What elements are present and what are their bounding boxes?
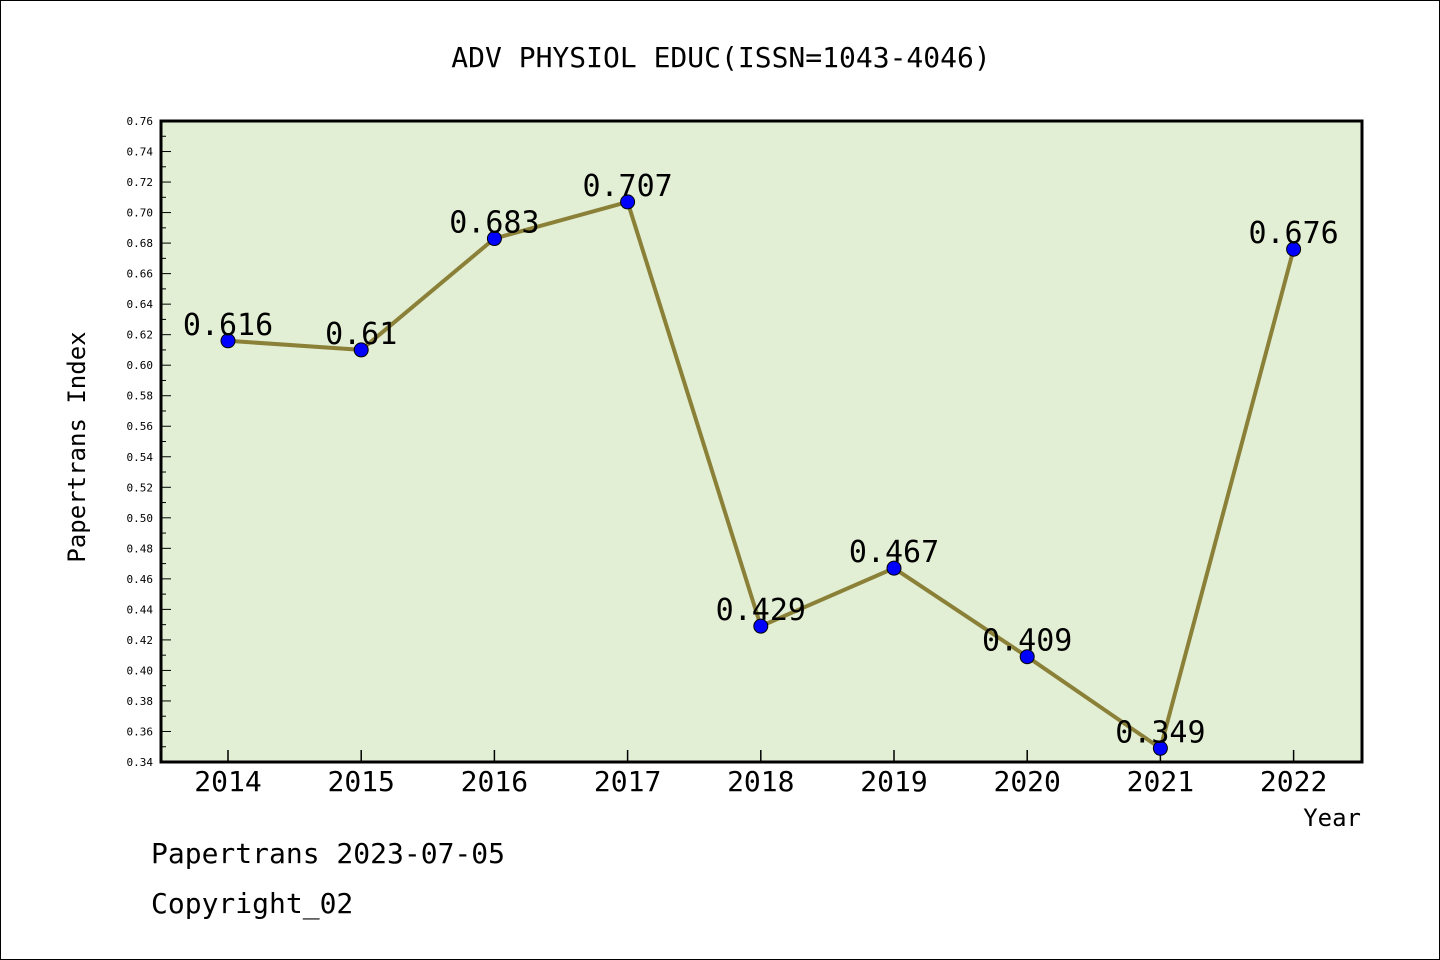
x-tick-label: 2020 (993, 765, 1060, 798)
data-label: 0.616 (183, 308, 273, 343)
y-tick-label: 0.44 (127, 603, 154, 616)
data-label: 0.707 (582, 169, 672, 204)
y-tick-label: 0.72 (127, 176, 154, 189)
y-tick-label: 0.40 (127, 664, 154, 677)
y-tick-label: 0.54 (127, 451, 154, 464)
y-tick-label: 0.38 (127, 695, 154, 708)
data-point (753, 618, 769, 634)
data-label: 0.409 (982, 624, 1072, 659)
plot-border (159, 119, 1364, 764)
data-point (886, 560, 902, 576)
y-tick-label: 0.58 (127, 390, 154, 403)
x-tick-label: 2018 (727, 765, 794, 798)
data-point (1286, 241, 1302, 257)
x-tick-label: 2014 (194, 765, 261, 798)
data-label: 0.676 (1248, 216, 1338, 251)
y-tick-label: 0.34 (127, 756, 154, 769)
data-label: 0.467 (849, 535, 939, 570)
y-axis-ticks: 0.34 0.36 0.38 0.40 0.42 0.44 0.46 0.48 0.50 0.52… (127, 115, 171, 769)
data-point (220, 333, 236, 349)
x-tick-label: 2017 (594, 765, 661, 798)
data-label: 0.61 (325, 317, 397, 352)
data-label: 0.683 (449, 206, 539, 241)
x-tick-label: 2022 (1260, 765, 1327, 798)
y-tick-label: 0.64 (127, 298, 154, 311)
y-tick-label: 0.70 (127, 207, 154, 220)
x-axis-ticks: 2014 2015 2016 2017 2018 2019 2020 2021 2022 (194, 750, 1327, 798)
y-tick-label: 0.56 (127, 420, 154, 433)
data-point (620, 194, 636, 210)
y-tick-label: 0.48 (127, 542, 154, 555)
y-tick-label: 0.46 (127, 573, 154, 586)
x-tick-label: 2019 (860, 765, 927, 798)
x-tick-label: 2016 (461, 765, 528, 798)
data-point (353, 342, 369, 358)
y-tick-label: 0.42 (127, 634, 154, 647)
x-axis-label: Year (1303, 804, 1361, 832)
y-tick-label: 0.60 (127, 359, 154, 372)
y-tick-label: 0.50 (127, 512, 154, 525)
y-tick-label: 0.52 (127, 481, 154, 494)
plot-area (161, 121, 1362, 762)
data-label: 0.429 (716, 593, 806, 628)
y-axis-label: Papertrans Index (63, 331, 91, 562)
chart-title: ADV PHYSIOL EDUC(ISSN=1043-4046) (451, 41, 990, 74)
x-tick-label: 2021 (1127, 765, 1194, 798)
data-point (1152, 740, 1168, 756)
y-tick-label: 0.62 (127, 329, 154, 342)
y-tick-label: 0.36 (127, 725, 154, 738)
data-point (1019, 649, 1035, 665)
footer-copyright: Copyright_02 (151, 887, 354, 920)
y-tick-label: 0.74 (127, 146, 154, 159)
y-tick-label: 0.76 (127, 115, 154, 128)
x-tick-label: 2015 (327, 765, 394, 798)
series-layer: 0.616 0.61 0.683 0.707 0.429 0.467 0.409 0.349 0… (183, 169, 1339, 756)
data-point (486, 231, 502, 247)
footer-date: Papertrans 2023-07-05 (151, 837, 506, 870)
y-tick-label: 0.66 (127, 268, 154, 281)
data-label: 0.349 (1115, 715, 1205, 750)
y-tick-label: 0.68 (127, 237, 154, 250)
